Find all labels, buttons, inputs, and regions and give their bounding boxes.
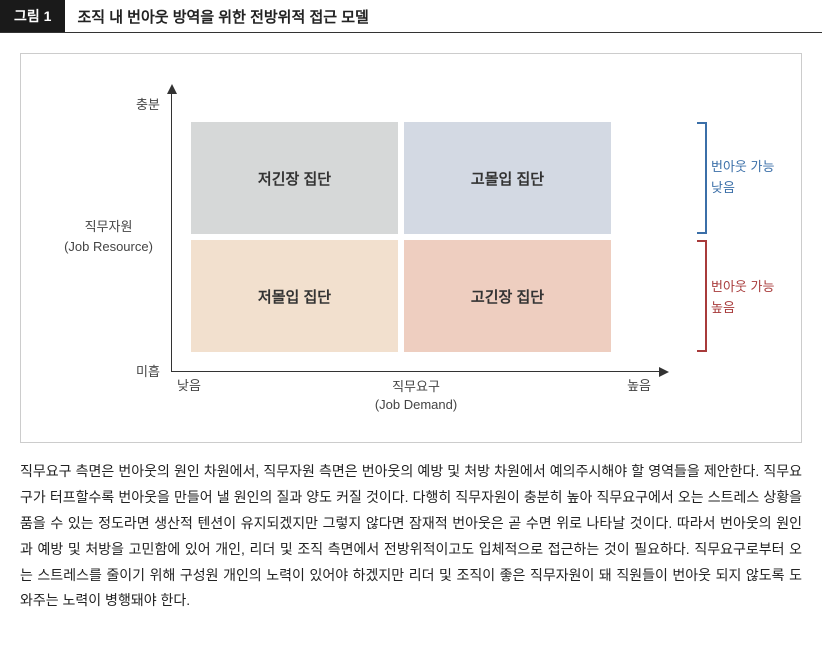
y-axis-line <box>171 92 172 372</box>
y-axis-high-label: 충분 <box>136 94 160 113</box>
side-label-high-l2: 높음 <box>711 300 735 315</box>
x-axis-title: 직무요구 (Job Demand) <box>171 378 661 414</box>
y-axis-title: 직무자원 (Job Resource) <box>51 217 166 256</box>
x-axis-arrow-icon <box>659 367 669 377</box>
x-axis-title-l2: (Job Demand) <box>375 397 457 412</box>
description-text: 직무요구 측면은 번아웃의 원인 차원에서, 직무자원 측면은 번아웃의 예방 … <box>20 459 802 614</box>
bracket-bottom-icon <box>697 240 707 352</box>
quadrant-bottom-right: 고긴장 집단 <box>404 240 611 352</box>
side-label-high-burnout: 번아웃 가능 높음 <box>711 277 786 319</box>
side-label-high-l1: 번아웃 가능 <box>711 279 774 294</box>
bracket-top-icon <box>697 122 707 234</box>
chart-panel: 충분 미흡 직무자원 (Job Resource) 낮음 높음 직무요구 (Jo… <box>20 53 802 443</box>
quadrant-top-left: 저긴장 집단 <box>191 122 398 234</box>
y-axis-title-l2: (Job Resource) <box>64 239 153 254</box>
figure-header: 그림 1 조직 내 번아웃 방역을 위한 전방위적 접근 모델 <box>0 0 822 33</box>
quadrant-bottom-left: 저몰입 집단 <box>191 240 398 352</box>
chart-area: 충분 미흡 직무자원 (Job Resource) 낮음 높음 직무요구 (Jo… <box>51 82 771 422</box>
x-axis-title-l1: 직무요구 <box>392 379 440 394</box>
figure-badge: 그림 1 <box>0 0 65 32</box>
y-axis-low-label: 미흡 <box>136 361 160 380</box>
side-label-low-l1: 번아웃 가능 <box>711 159 774 174</box>
x-axis-line <box>171 371 661 372</box>
quadrant-grid: 저긴장 집단 고몰입 집단 저몰입 집단 고긴장 집단 <box>191 122 611 352</box>
quadrant-top-right: 고몰입 집단 <box>404 122 611 234</box>
figure-title: 조직 내 번아웃 방역을 위한 전방위적 접근 모델 <box>65 6 368 27</box>
side-label-low-l2: 낮음 <box>711 180 735 195</box>
side-label-low-burnout: 번아웃 가능 낮음 <box>711 157 786 199</box>
y-axis-title-l1: 직무자원 <box>85 219 133 234</box>
